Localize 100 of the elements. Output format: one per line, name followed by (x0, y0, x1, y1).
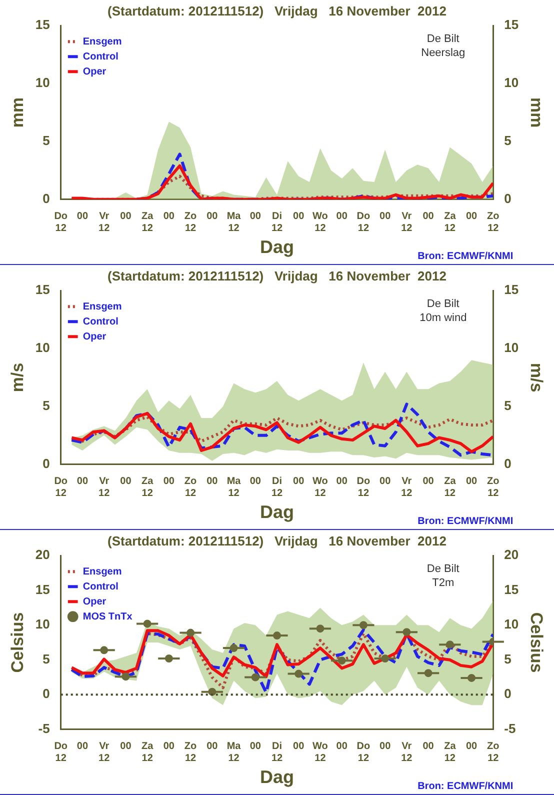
x-tick-label: Zo 12 (487, 476, 500, 500)
x-tick-label: Do 12 (356, 741, 370, 764)
legend-label: Oper (82, 596, 106, 608)
x-tick-label: 00 (336, 476, 348, 488)
annotation: T2m (432, 577, 454, 590)
legend-label: Control (82, 51, 119, 62)
x-tick-label: Wo 12 (312, 476, 328, 500)
x-tick-label: 00 (380, 476, 392, 488)
legend-label: Ensgem (82, 566, 122, 578)
y-tick-label: 5 (42, 133, 50, 148)
x-axis-title: Dag (260, 502, 294, 522)
y2-tick-label: 0 (504, 190, 512, 206)
x-axis-title: Dag (260, 237, 294, 258)
x-tick-label: 00 (76, 476, 88, 488)
legend-label: Oper (82, 66, 106, 78)
y-tick-label: 5 (42, 398, 50, 414)
y2-tick-label: 15 (504, 17, 519, 32)
text: Bron: ECMWF/KNMI (418, 516, 514, 527)
x-tick-label: Wo 12 (312, 211, 328, 234)
y2-tick-label: 5 (504, 398, 512, 414)
y2-tick-label: 5 (504, 133, 512, 148)
y2-tick-label: 10 (504, 75, 519, 90)
x-tick-label: 00 (293, 476, 305, 488)
y-axis-title: Celsius (8, 612, 27, 673)
x-tick-label: Di 12 (271, 476, 283, 500)
x-tick-label: Zo 12 (487, 211, 500, 234)
x-tick-label: 00 (422, 476, 434, 488)
y-tick-label: -5 (38, 720, 50, 736)
y-tick-label: 15 (35, 282, 50, 298)
x-tick-label: 00 (250, 211, 262, 222)
x-tick-label: 00 (120, 211, 132, 222)
x-tick-label: Ma 12 (226, 741, 242, 764)
y-tick-label: 15 (35, 582, 50, 597)
x-tick-label: Vr 12 (98, 211, 110, 234)
x-tick-label: Vr 12 (401, 211, 413, 234)
y2-tick-label: 10 (504, 340, 519, 356)
y-tick-label: 0 (42, 686, 50, 702)
x-tick-label: 00 (76, 211, 88, 222)
x-tick-label: Zo 12 (184, 476, 197, 500)
y2-axis-title: mm (527, 97, 546, 128)
y2-tick-label: -5 (504, 720, 516, 736)
y-tick-label: 15 (35, 17, 50, 32)
line-series (70, 402, 494, 457)
x-axis-title: Dag (260, 767, 294, 788)
y2-tick-label: 0 (504, 456, 512, 471)
x-tick-label: 00 (250, 476, 262, 488)
x-tick-label: 00 (206, 476, 218, 488)
x-tick-label: Za 12 (141, 741, 154, 764)
y-tick-label: 5 (42, 651, 50, 666)
legend-label: Ensgem (82, 301, 122, 312)
x-tick-label: 00 (163, 741, 175, 752)
x-tick-label: Di 12 (271, 741, 283, 764)
x-tick-label: Do 12 (356, 476, 370, 500)
x-tick-label: Za 12 (444, 211, 456, 234)
x-tick-label: 00 (336, 741, 348, 752)
x-tick-label: 00 (380, 211, 392, 222)
x-tick-label: 00 (380, 741, 392, 752)
y2-tick-label: 20 (504, 547, 519, 562)
chart-title: (Startdatum: 2012111512) Vrijdag 16 November 2012 (108, 3, 446, 18)
y2-axis-title: m/s (527, 362, 546, 392)
x-tick-label: Za 12 (141, 476, 154, 500)
legend-label: MOS TnTx (82, 611, 133, 622)
x-tick-label: 00 (250, 741, 262, 752)
annotation: De Bilt (426, 298, 460, 310)
x-tick-label: 00 (422, 741, 434, 752)
x-tick-label: Do 12 (54, 211, 68, 234)
y2-tick-label: 5 (504, 651, 512, 666)
x-tick-label: Zo 12 (487, 741, 500, 764)
annotation: De Bilt (426, 33, 460, 46)
legend-label: Control (82, 316, 119, 328)
x-tick-label: 00 (206, 741, 218, 752)
y2-tick-label: 15 (504, 282, 519, 298)
x-tick-label: Do 12 (356, 211, 370, 234)
y2-tick-label: 0 (504, 686, 512, 702)
y-tick-label: 10 (35, 616, 50, 632)
x-tick-label: Di 12 (271, 211, 283, 234)
x-tick-label: Zo 12 (184, 211, 197, 234)
x-tick-label: Ma 12 (226, 211, 242, 234)
x-tick-label: 00 (466, 476, 478, 488)
y-axis-title: mm (8, 97, 27, 128)
annotation: 10m wind (420, 312, 467, 324)
y-tick-label: 10 (35, 75, 50, 90)
x-tick-label: 00 (293, 211, 305, 222)
chart-title: (Startdatum: 2012111512) Vrijdag 16 November 2012 (108, 268, 446, 284)
y-tick-label: 10 (35, 340, 50, 356)
x-tick-label: 00 (422, 211, 434, 222)
x-tick-label: 00 (206, 211, 218, 222)
x-tick-label: Do 12 (54, 741, 68, 764)
x-tick-label: Vr 12 (401, 741, 413, 764)
y-tick-label: 0 (42, 456, 50, 471)
x-tick-label: 00 (163, 476, 175, 488)
x-tick-label: Za 12 (444, 741, 456, 764)
x-tick-label: 00 (466, 741, 478, 752)
y-tick-label: 0 (42, 190, 50, 206)
legend-label: Ensgem (82, 36, 122, 48)
x-tick-label: 00 (163, 211, 175, 222)
annotation: Neerslag (421, 47, 466, 60)
y2-tick-label: 10 (504, 616, 519, 632)
chart-title: (Startdatum: 2012111512) Vrijdag 16 November 2012 (108, 533, 446, 548)
legend-label: Control (82, 581, 119, 592)
